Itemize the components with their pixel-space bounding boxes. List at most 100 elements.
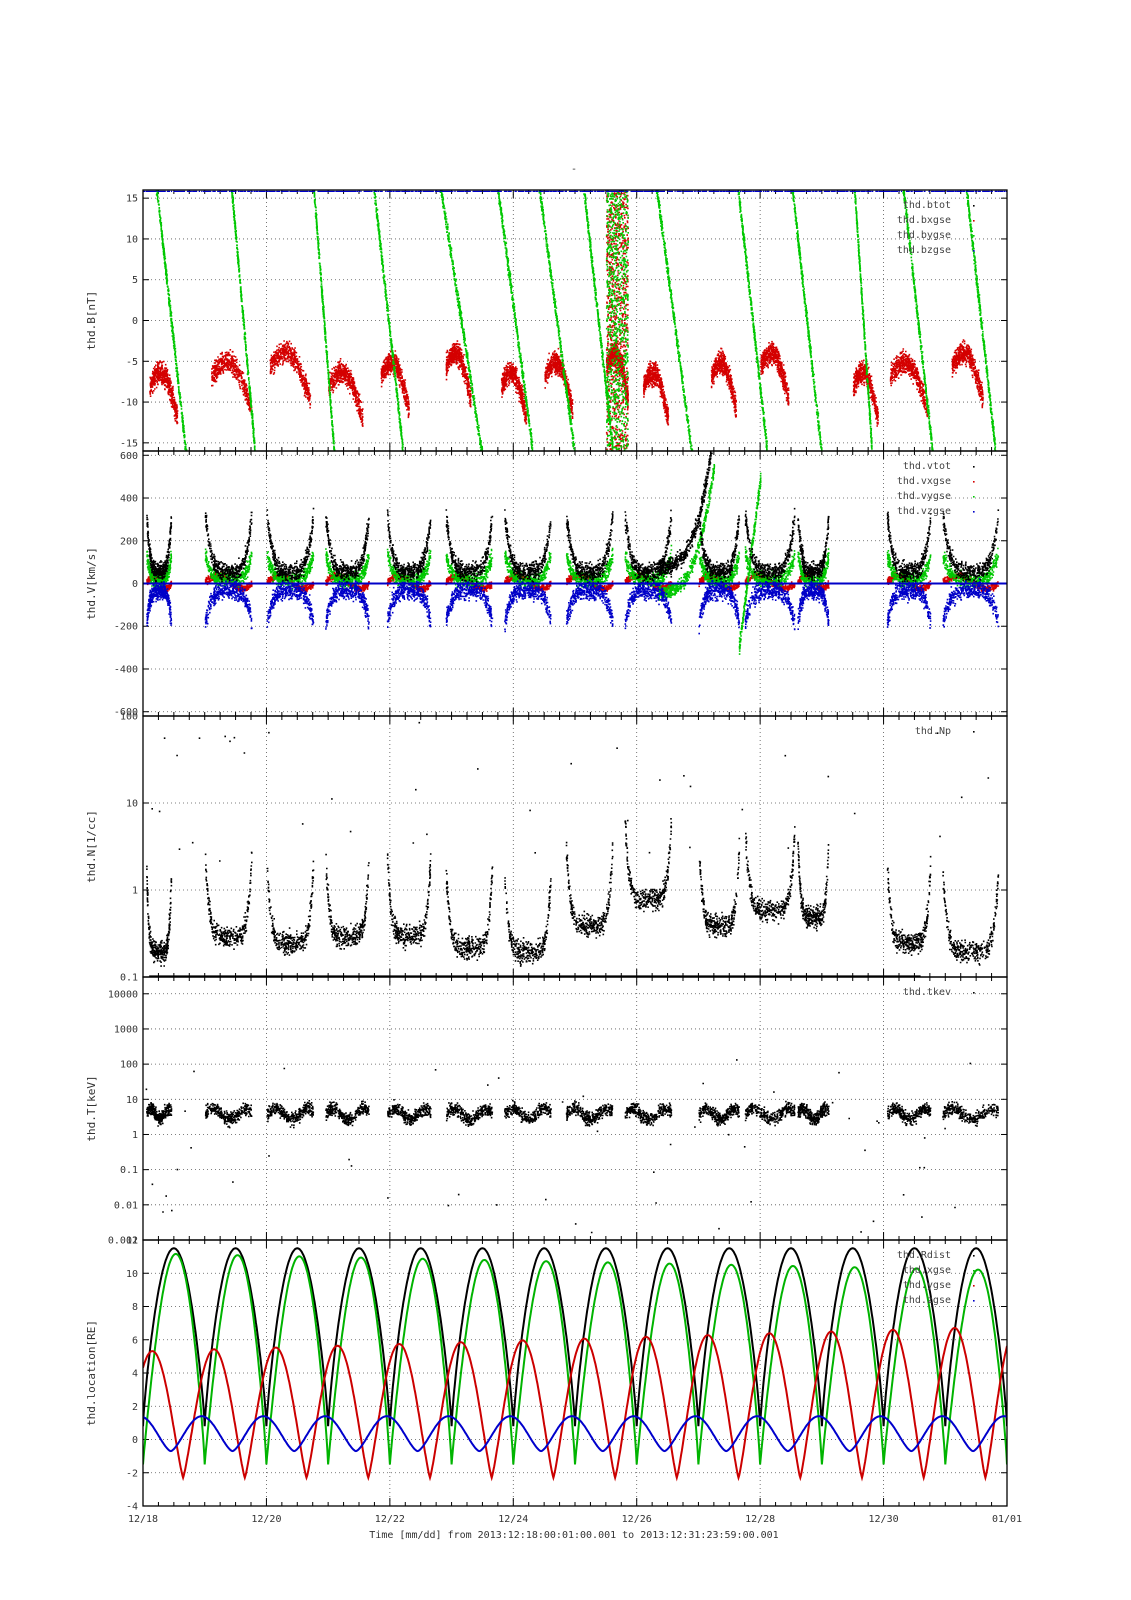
y-tick-label: 0.1	[120, 1165, 138, 1176]
y-tick-label: 15	[126, 194, 138, 205]
panel-2: 600 400 200 0 -200 -400 -600 thd.vtot thd.vxgse t…	[85, 450, 1008, 718]
legend-label: thd.Np	[915, 726, 951, 737]
figure-title: -	[571, 164, 577, 175]
vtot-points	[146, 451, 1000, 584]
legend-label: thd.vtot	[903, 461, 951, 472]
y-tick-label: 1	[132, 1130, 138, 1141]
y-tick-label: 10	[126, 234, 138, 245]
legend-label: thd.bygse	[897, 230, 951, 241]
y-tick-label: 4	[132, 1369, 138, 1380]
x-tick-label: 01/01	[992, 1514, 1022, 1525]
x-tick-label: 12/28	[745, 1514, 775, 1525]
y-tick-label: 400	[120, 494, 138, 505]
y-tick-label: 10000	[108, 989, 138, 1000]
y-axis-label: thd.B[nT]	[85, 291, 98, 351]
y-tick-label: -5	[126, 357, 138, 368]
data-layer	[143, 451, 1007, 655]
location-line-ygse	[143, 1327, 1007, 1482]
panel-5: 12 10 8 6 4 2 0 -2 -4 thd.Rdist thd.xgse thd.ygse th…	[85, 1236, 1008, 1513]
y-axis-label: thd.V[km/s]	[85, 547, 98, 620]
x-axis-label: Time [mm/dd] from 2013:12:18:00:01:00.00…	[369, 1530, 778, 1541]
data-layer	[143, 1247, 1007, 1482]
y-tick-label: 10	[126, 799, 138, 810]
legend-swatch	[973, 1270, 975, 1272]
panel-3: 100 10 1 0.1 thd.Np thd.N[1/cc]	[85, 712, 1008, 984]
legend-label: thd.Rdist	[897, 1250, 951, 1261]
tkev-points	[145, 1059, 1000, 1234]
y-tick-label: 12	[126, 1236, 138, 1247]
location-line-xgse	[143, 1252, 1007, 1465]
legend-swatch	[973, 731, 975, 733]
y-tick-label: 10	[126, 1269, 138, 1280]
legend-swatch	[973, 481, 975, 483]
y-tick-label: 1	[132, 886, 138, 897]
legend-label: thd.vzgse	[897, 506, 951, 517]
panel-frame	[142, 1239, 1008, 1507]
legend-label: thd.vygse	[897, 491, 951, 502]
y-tick-label: 200	[120, 536, 138, 547]
y-tick-label: 0.1	[120, 973, 138, 984]
y-tick-label: 8	[132, 1302, 138, 1313]
y-tick-label: 0.001	[108, 1236, 138, 1247]
legend-label: thd.xgse	[903, 1265, 951, 1276]
data-layer	[146, 721, 1000, 977]
np-points	[146, 721, 1000, 967]
legend-swatch	[973, 1285, 975, 1287]
panel-frame	[142, 715, 1008, 978]
data-layer	[143, 190, 1007, 451]
y-tick-label: 0.01	[114, 1200, 138, 1211]
x-tick-label: 12/26	[622, 1514, 652, 1525]
y-tick-label: 0	[132, 1435, 138, 1446]
x-tick-label: 12/18	[128, 1514, 158, 1525]
y-tick-label: -15	[120, 438, 138, 449]
legend-swatch	[973, 992, 975, 994]
y-tick-label: 0	[132, 316, 138, 327]
y-tick-label: 600	[120, 451, 138, 462]
y-tick-label: 100	[120, 712, 138, 723]
y-tick-label: -2	[126, 1468, 138, 1479]
legend-swatch	[973, 250, 975, 252]
legend-swatch	[973, 466, 975, 468]
location-line-zgse	[143, 1415, 1007, 1453]
panel-4: 10000 1000 100 10 1 0.1 0.01 0.001 thd.tkev thd.T…	[85, 976, 1008, 1247]
panels: 151050-5-10-15thd.btotthd.bxgsethd.bygse…	[85, 189, 1008, 1513]
y-axis-label: thd.location[RE]	[85, 1320, 98, 1426]
legend-swatch	[973, 1300, 975, 1302]
bz-points	[143, 190, 1007, 192]
legend-swatch	[973, 511, 975, 513]
location-line-rdist	[143, 1247, 1007, 1427]
x-tick-label: 12/30	[869, 1514, 899, 1525]
x-tick-label: 12/20	[251, 1514, 281, 1525]
y-tick-label: 100	[120, 1060, 138, 1071]
data-layer	[145, 1059, 1000, 1234]
x-tick-label: 12/24	[498, 1514, 528, 1525]
legend-label: thd.tkev	[903, 987, 951, 998]
y-axis-label: thd.T[keV]	[85, 1075, 98, 1141]
y-tick-label: -200	[114, 622, 138, 633]
x-tick-label: 12/22	[375, 1514, 405, 1525]
y-axis-label: thd.N[1/cc]	[85, 810, 98, 883]
y-tick-label: 6	[132, 1335, 138, 1346]
y-tick-label: 1000	[114, 1024, 138, 1035]
y-tick-label: -4	[126, 1502, 138, 1513]
legend-swatch	[973, 1255, 975, 1257]
legend-label: thd.bxgse	[897, 215, 951, 226]
bx-points	[149, 190, 984, 451]
y-tick-label: 5	[132, 275, 138, 286]
by-points	[155, 190, 997, 451]
x-tick-labels: 12/18 12/20 12/22 12/24 12/26 12/28 12/30 01/01	[128, 1514, 1022, 1525]
y-tick-label: 2	[132, 1402, 138, 1413]
y-tick-label: -10	[120, 398, 138, 409]
legend-swatch	[973, 220, 975, 222]
y-tick-label: -600	[114, 707, 138, 718]
legend-label: thd.vxgse	[897, 476, 951, 487]
legend-label: thd.bzgse	[897, 245, 951, 256]
legend-label: thd.ygse	[903, 1280, 951, 1291]
legend-label: thd.btot	[903, 200, 951, 211]
legend-label: thd.zgse	[903, 1295, 951, 1306]
panel-1: 15 10 5 0 -5 -10 -15 thd.btot thd.bxgse thd.bygse…	[85, 189, 1008, 452]
vy-points	[146, 464, 1000, 655]
legend-swatch	[973, 496, 975, 498]
y-tick-label: -400	[114, 664, 138, 675]
